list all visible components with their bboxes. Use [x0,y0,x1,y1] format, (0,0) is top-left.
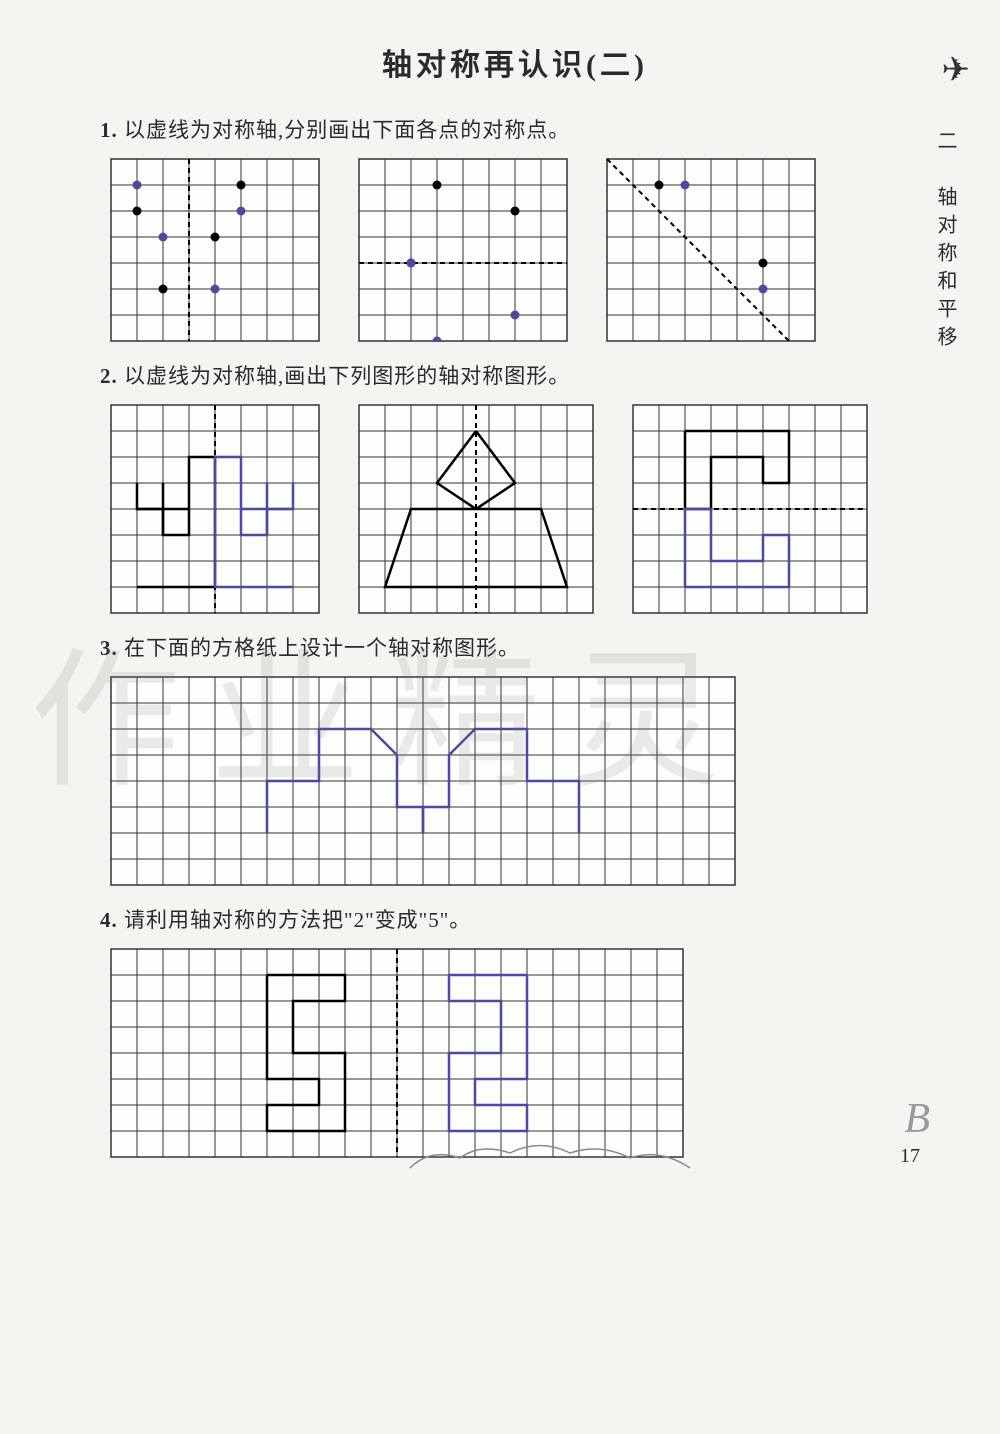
bird-decoration: ✈ [942,50,971,90]
q1-num: 1. [100,118,118,142]
corner-letter: B [904,1095,930,1143]
question-2: 2. 以虚线为对称轴,画出下列图形的轴对称图形。 [100,360,930,390]
q3-text: 在下面的方格纸上设计一个轴对称图形。 [124,636,520,660]
q1-grids [110,158,930,342]
chapter-label: 二 轴对称和平移 [931,130,960,354]
q3-num: 3. [100,636,118,660]
question-3: 3. 在下面的方格纸上设计一个轴对称图形。 [100,632,930,662]
q4-text: 请利用轴对称的方法把"2"变成"5"。 [124,908,471,932]
q2-text: 以虚线为对称轴,画出下列图形的轴对称图形。 [124,364,570,388]
cloud-decoration [400,1138,700,1178]
q2-grids [110,404,930,614]
page-title: 轴对称再认识(二) [100,40,930,84]
page-number: 17 [900,1145,920,1168]
q3-grid [110,676,930,886]
q4-grid [110,948,930,1158]
q1-text: 以虚线为对称轴,分别画出下面各点的对称点。 [124,118,570,142]
question-4: 4. 请利用轴对称的方法把"2"变成"5"。 [100,904,930,934]
q2-num: 2. [100,364,118,388]
question-1: 1. 以虚线为对称轴,分别画出下面各点的对称点。 [100,114,930,144]
q4-num: 4. [100,908,118,932]
